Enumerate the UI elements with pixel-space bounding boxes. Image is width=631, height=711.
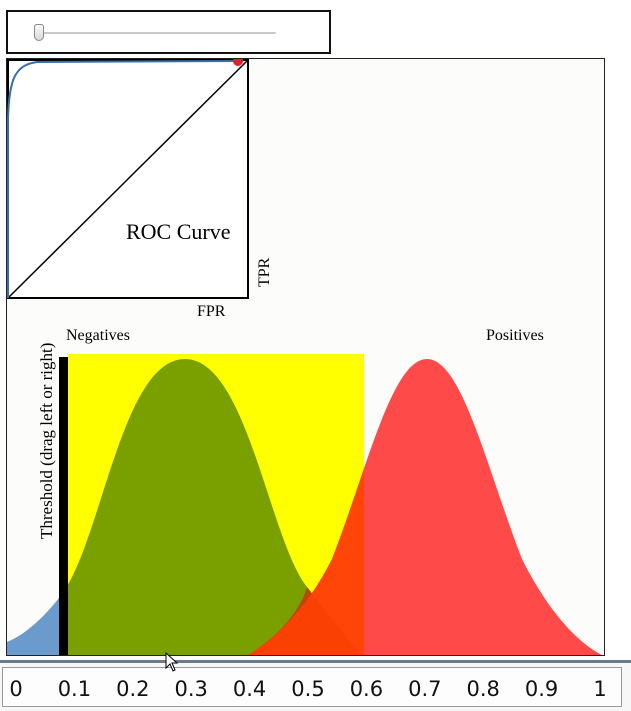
roc-x-label: FPR [197,303,226,320]
threshold-slider-panel [6,10,331,54]
x-axis-tick-label: 0.6 [349,677,384,701]
positives-label: Positives [486,327,544,344]
x-axis-tick-label: 0.3 [174,677,208,701]
threshold-label: Threshold (drag left or right) [37,342,56,539]
slider-thumb[interactable] [34,24,44,41]
roc-operating-point[interactable] [233,59,243,66]
roc-curve [7,60,239,298]
distribution-canvas [7,354,603,655]
threshold-handle[interactable] [59,357,68,655]
slider-track[interactable] [38,32,276,34]
x-axis-tick-label: 1 [593,677,607,701]
x-axis-tick-label: 0.9 [524,677,559,701]
plot-stage: ROC Curve FPR TPR Negatives Positives Th… [6,58,605,656]
roc-diagonal [7,59,249,299]
roc-title: ROC Curve [126,219,231,244]
negatives-left-tail [7,594,62,655]
x-axis-ticks: 0 0.1 0.2 0.3 0.4 0.5 0.6 0.7 0.8 0.9 1 [2,667,622,707]
negatives-label: Negatives [66,327,130,344]
x-axis-tick-label: 0.5 [291,677,325,701]
x-axis-tick-label: 0.4 [232,677,267,701]
roc-plot [7,59,249,299]
x-axis-tick-label: 0.1 [57,677,92,701]
mouse-cursor-icon [165,652,179,672]
x-axis-bar: 0 0.1 0.2 0.3 0.4 0.5 0.6 0.7 0.8 0.9 1 [0,660,631,711]
roc-y-label: TPR [256,257,273,287]
positives-highlight-overlap [248,469,364,655]
negatives-curve [62,359,366,655]
x-axis-tick-label: 0.2 [116,677,150,701]
x-axis-tick-label: 0.7 [408,677,442,701]
x-axis-tick-label: 0 [9,677,23,701]
x-axis-tick-label: 0.8 [466,677,500,701]
